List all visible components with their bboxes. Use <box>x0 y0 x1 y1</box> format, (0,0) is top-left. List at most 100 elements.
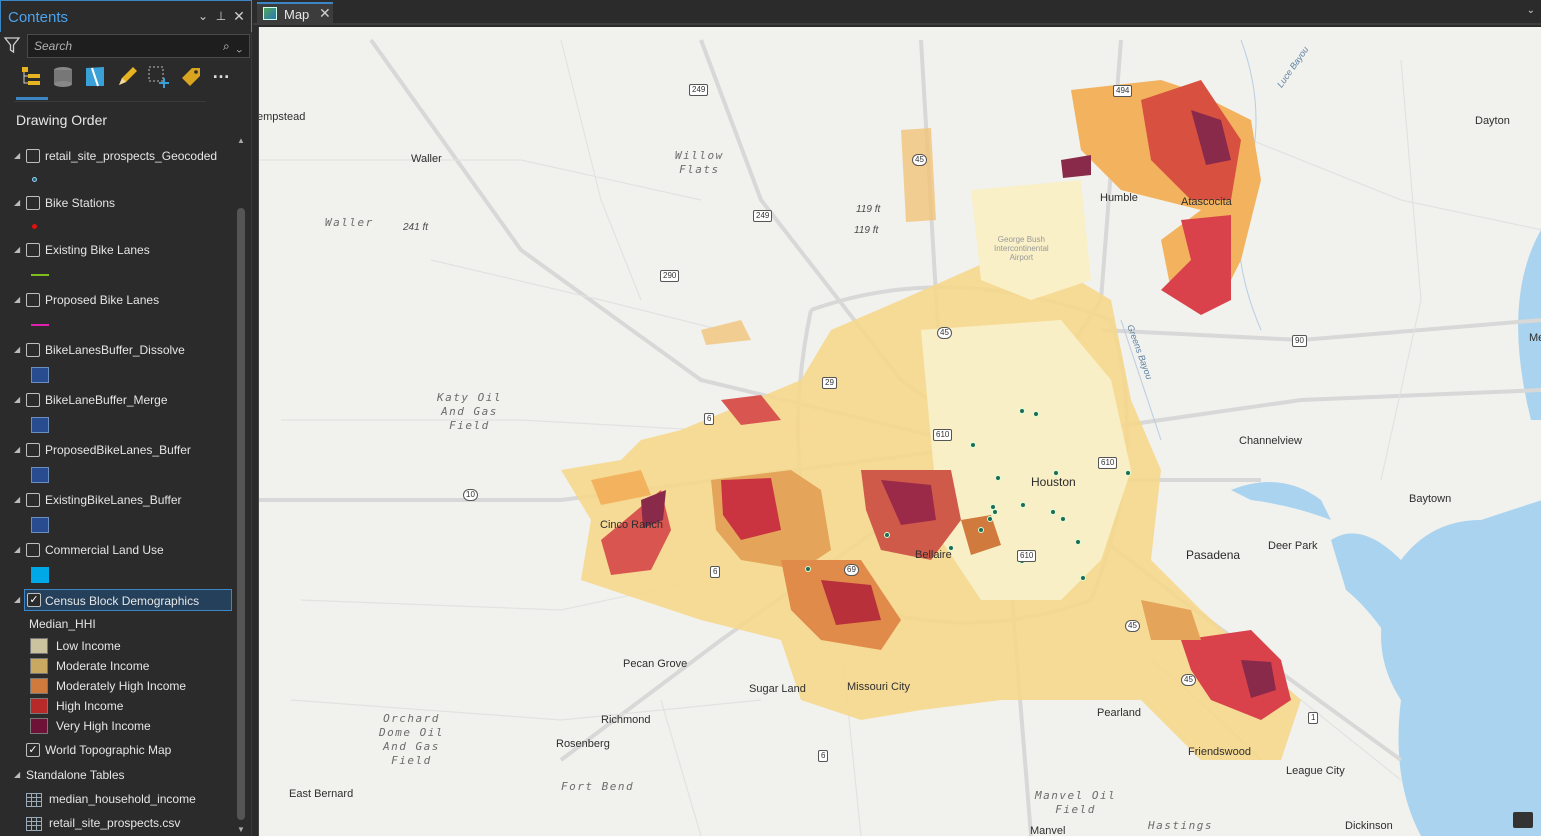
place-label: Dickinson <box>1345 820 1393 832</box>
retail-site-points <box>805 408 1131 581</box>
layer-row-commercial-land-use[interactable]: ◢ Commercial Land Use <box>0 540 234 562</box>
expand-icon[interactable]: ◢ <box>14 545 21 554</box>
place-label: Missouri City <box>847 681 910 693</box>
standalone-tables-group[interactable]: ◢ Standalone Tables <box>0 765 234 787</box>
table-row[interactable]: retail_site_prospects.csv <box>0 813 234 835</box>
layer-name: Existing Bike Lanes <box>45 243 150 257</box>
tab-map[interactable]: Map ✕ <box>257 2 333 23</box>
scrollbar[interactable]: ▲ ▼ <box>236 134 246 836</box>
layer-row-proposed-bike-lanes[interactable]: ◢ Proposed Bike Lanes <box>0 290 234 312</box>
layer-name: BikeLaneBuffer_Merge <box>45 393 168 407</box>
route-shield: 6 <box>710 566 721 578</box>
layer-checkbox[interactable] <box>26 543 40 557</box>
scroll-up-icon[interactable]: ▲ <box>237 136 245 145</box>
legend-swatch <box>30 718 48 734</box>
layer-name: ProposedBikeLanes_Buffer <box>45 443 191 457</box>
pin-icon[interactable]: ⊥ <box>215 9 227 23</box>
legend-label: Low Income <box>56 639 121 653</box>
scroll-thumb[interactable] <box>237 208 245 820</box>
layer-tree: ◢ retail_site_prospects_Geocoded ◢ Bike … <box>0 134 234 836</box>
legend-item: Very High Income <box>30 717 230 735</box>
place-label: Channelview <box>1239 435 1302 447</box>
list-by-labeling-icon[interactable] <box>178 64 204 90</box>
search-input[interactable] <box>27 34 250 58</box>
expand-icon[interactable]: ◢ <box>14 245 21 254</box>
layer-checkbox[interactable] <box>26 243 40 257</box>
place-label: Deer Park <box>1268 540 1318 552</box>
close-icon[interactable]: ✕ <box>319 5 331 21</box>
expand-icon[interactable]: ◢ <box>14 770 21 779</box>
selection-highlight <box>24 589 232 611</box>
expand-icon[interactable]: ◢ <box>14 595 21 604</box>
chevron-down-icon[interactable]: ⌄ <box>1526 5 1535 16</box>
place-label: Pecan Grove <box>623 658 688 670</box>
layer-checkbox[interactable] <box>26 493 40 507</box>
legend-field-name: Median_HHI <box>29 617 96 631</box>
list-by-selection-icon[interactable] <box>82 64 108 90</box>
view-tab-bar: Map ✕ ⌄ <box>253 0 1541 25</box>
fill-symbol <box>31 517 49 533</box>
table-name: median_household_income <box>49 792 196 806</box>
legend-item: Low Income <box>30 637 230 655</box>
layer-row-basemap[interactable]: ✓ World Topographic Map <box>0 740 234 762</box>
table-row[interactable]: median_household_income <box>0 789 234 811</box>
layer-checkbox[interactable] <box>26 149 40 163</box>
layer-checkbox[interactable] <box>26 293 40 307</box>
point-symbol <box>32 224 37 229</box>
map-canvas <box>259 27 1541 836</box>
legend-swatch <box>30 698 48 714</box>
route-shield: 90 <box>1292 335 1307 347</box>
layer-checkbox[interactable]: ✓ <box>26 743 40 757</box>
ship-channel <box>1231 482 1331 520</box>
layer-checkbox[interactable] <box>26 196 40 210</box>
filter-icon[interactable] <box>4 36 20 54</box>
feature-label: Waller <box>325 216 374 229</box>
route-shield: 249 <box>689 84 709 96</box>
divider <box>14 101 206 102</box>
layer-row-proposedbikelanes-buffer[interactable]: ◢ ProposedBikeLanes_Buffer <box>0 440 234 462</box>
list-by-drawing-order-icon[interactable] <box>18 64 44 90</box>
expand-icon[interactable]: ◢ <box>14 295 21 304</box>
expand-icon[interactable]: ◢ <box>14 445 21 454</box>
route-shield: 494 <box>1113 85 1133 97</box>
layer-row-bikelanebuffer-merge[interactable]: ◢ BikeLaneBuffer_Merge <box>0 390 234 412</box>
expand-icon[interactable]: ◢ <box>14 495 21 504</box>
search-icon[interactable]: ⌕ ⌄ <box>222 39 242 53</box>
layer-checkbox[interactable] <box>26 343 40 357</box>
list-by-source-icon[interactable] <box>50 64 76 90</box>
feature-label: Orchard Dome Oil And Gas Field <box>379 712 444 767</box>
more-options-icon[interactable]: … <box>212 62 230 82</box>
list-by-editing-icon[interactable] <box>114 64 140 90</box>
layer-row-bikelanesbuffer-dissolve[interactable]: ◢ BikeLanesBuffer_Dissolve <box>0 340 234 362</box>
layer-row-existing-bike-lanes[interactable]: ◢ Existing Bike Lanes <box>0 240 234 262</box>
search-row: ⌕ ⌄ <box>4 34 250 58</box>
trinity-bay <box>1518 230 1541 420</box>
map-icon <box>263 7 277 20</box>
place-label: Me <box>1529 332 1541 344</box>
layer-checkbox[interactable] <box>26 393 40 407</box>
map-overview-toggle-icon[interactable] <box>1513 812 1533 828</box>
layer-checkbox[interactable]: ✓ <box>27 593 41 607</box>
chevron-down-icon[interactable]: ⌄ <box>197 9 209 23</box>
legend-item: High Income <box>30 697 230 715</box>
expand-icon[interactable]: ◢ <box>14 395 21 404</box>
layer-name: Bike Stations <box>45 196 116 210</box>
list-by-snapping-icon[interactable] <box>146 64 172 90</box>
layer-row-retail-site-prospects[interactable]: ◢ retail_site_prospects_Geocoded <box>0 146 234 168</box>
expand-icon[interactable]: ◢ <box>14 198 21 207</box>
layer-row-bike-stations[interactable]: ◢ Bike Stations <box>0 193 234 215</box>
expand-icon[interactable]: ◢ <box>14 151 21 160</box>
place-label: Atascocita <box>1181 196 1232 208</box>
expand-icon[interactable]: ◢ <box>14 345 21 354</box>
contents-toolbar: … <box>14 63 234 100</box>
close-icon[interactable]: ✕ <box>233 8 245 24</box>
layer-row-census-block-demographics[interactable]: ◢ ✓ Census Block Demographics <box>0 589 234 611</box>
census-block-demographics-layer <box>561 80 1301 760</box>
layer-row-existingbikelanes-buffer[interactable]: ◢ ExistingBikeLanes_Buffer <box>0 490 234 512</box>
route-shield: 10 <box>463 489 478 501</box>
map-view[interactable]: empstead Waller Humble Atascocita Dayton… <box>258 27 1541 836</box>
layer-checkbox[interactable] <box>26 443 40 457</box>
legend-item: Moderately High Income <box>30 677 230 695</box>
tab-label: Map <box>284 7 310 22</box>
scroll-down-icon[interactable]: ▼ <box>237 825 245 834</box>
